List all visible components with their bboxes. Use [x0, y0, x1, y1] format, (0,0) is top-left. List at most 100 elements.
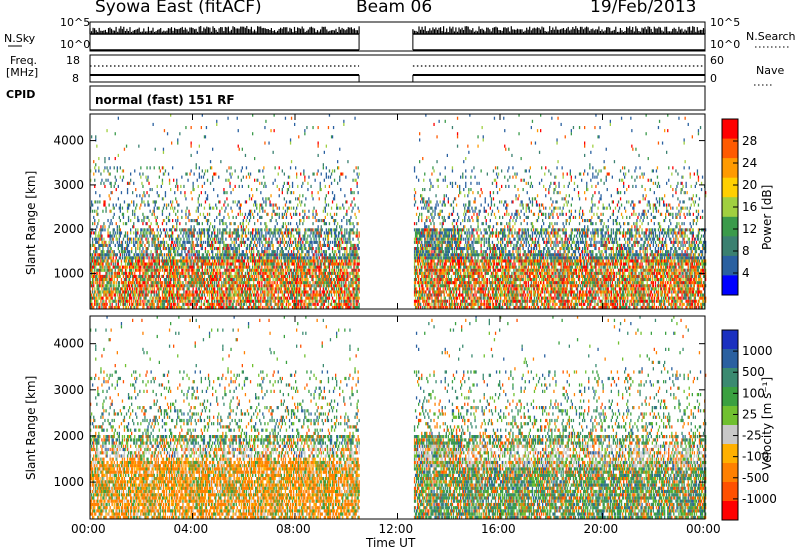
heatmap-cell	[134, 216, 135, 219]
heatmap-cell	[141, 200, 142, 203]
heatmap-cell	[148, 290, 149, 293]
heatmap-cell	[118, 117, 119, 120]
heatmap-cell	[127, 241, 128, 244]
heatmap-cell	[114, 250, 115, 253]
heatmap-cell	[115, 231, 116, 234]
heatmap-cell	[94, 179, 95, 182]
heatmap-cell	[141, 219, 142, 222]
heatmap-cell	[115, 182, 116, 185]
heatmap-cell	[144, 256, 145, 259]
heatmap-cell	[103, 281, 104, 284]
heatmap-cell	[142, 222, 143, 225]
heatmap-cell	[121, 191, 122, 194]
heatmap-cell	[128, 244, 129, 247]
heatmap-cell	[120, 176, 121, 179]
heatmap-cell	[129, 204, 130, 207]
heatmap-cell	[158, 303, 159, 306]
heatmap-cell	[115, 244, 116, 247]
heatmap-cell	[98, 259, 99, 262]
heatmap-cell	[154, 231, 155, 234]
heatmap-cell	[151, 294, 152, 297]
heatmap-cell	[129, 300, 130, 303]
heatmap-cell	[151, 222, 152, 225]
heatmap-cell	[126, 222, 127, 225]
heatmap-cell	[142, 275, 143, 278]
heatmap-cell	[100, 300, 101, 303]
heatmap-cell	[106, 272, 107, 275]
heatmap-cell	[134, 272, 135, 275]
heatmap-cell	[130, 173, 131, 176]
heatmap-cell	[115, 294, 116, 297]
heatmap-cell	[155, 216, 156, 219]
heatmap-cell	[131, 241, 132, 244]
heatmap-cell	[121, 263, 122, 266]
heatmap-cell	[95, 169, 96, 172]
heatmap-cell	[92, 303, 93, 306]
heatmap-cell	[143, 191, 144, 194]
heatmap-cell	[131, 200, 132, 203]
heatmap-cell	[117, 241, 118, 244]
heatmap-cell	[104, 160, 105, 163]
heatmap-cell	[134, 169, 135, 172]
heatmap-cell	[98, 241, 99, 244]
heatmap-cell	[124, 253, 125, 256]
heatmap-cell	[139, 272, 140, 275]
heatmap-cell	[133, 303, 134, 306]
noise-panel-frame	[90, 22, 705, 51]
heatmap-cell	[98, 231, 99, 234]
heatmap-cell	[118, 263, 119, 266]
freq-panel-frame	[90, 55, 705, 82]
heatmap-cell	[138, 145, 139, 148]
heatmap-cell	[133, 269, 134, 272]
heatmap-cell	[152, 231, 153, 234]
heatmap-cell	[98, 157, 99, 160]
heatmap-cell	[112, 191, 113, 194]
heatmap-cell	[120, 253, 121, 256]
heatmap-cell	[116, 235, 117, 238]
heatmap-cell	[96, 210, 97, 213]
heatmap-cell	[111, 253, 112, 256]
heatmap-cell	[129, 284, 130, 287]
heatmap-cell	[148, 256, 149, 259]
heatmap-cell	[93, 281, 94, 284]
heatmap-cell	[113, 259, 114, 262]
heatmap-cell	[129, 182, 130, 185]
heatmap-cell	[154, 275, 155, 278]
heatmap-cell	[100, 225, 101, 228]
heatmap-cell	[112, 269, 113, 272]
heatmap-cell	[126, 259, 127, 262]
heatmap-cell	[157, 222, 158, 225]
heatmap-cell	[99, 303, 100, 306]
heatmap-cell	[109, 263, 110, 266]
heatmap-cell	[132, 272, 133, 275]
heatmap-cell	[111, 210, 112, 213]
heatmap-cell	[125, 231, 126, 234]
heatmap-cell	[140, 266, 141, 269]
heatmap-cell	[144, 228, 145, 231]
heatmap-cell	[110, 173, 111, 176]
heatmap-cell	[97, 300, 98, 303]
heatmap-cell	[139, 207, 140, 210]
heatmap-cell	[130, 294, 131, 297]
heatmap-cell	[122, 244, 123, 247]
heatmap-cell	[153, 300, 154, 303]
heatmap-cell	[143, 259, 144, 262]
heatmap-cell	[107, 284, 108, 287]
heatmap-cell	[93, 160, 94, 163]
heatmap-cell	[102, 228, 103, 231]
heatmap-cell	[104, 204, 105, 207]
heatmap-cell	[128, 290, 129, 293]
heatmap-cell	[147, 176, 148, 179]
heatmap-cell	[118, 287, 119, 290]
heatmap-cell	[97, 222, 98, 225]
heatmap-cell	[112, 278, 113, 281]
heatmap-cell	[147, 216, 148, 219]
heatmap-cell	[115, 157, 116, 160]
cpid-panel-frame	[90, 86, 705, 110]
heatmap-cell	[137, 287, 138, 290]
heatmap-cell	[141, 287, 142, 290]
heatmap-cell	[94, 256, 95, 259]
heatmap-cell	[145, 238, 146, 241]
heatmap-cell	[96, 225, 97, 228]
heatmap-cell	[109, 275, 110, 278]
